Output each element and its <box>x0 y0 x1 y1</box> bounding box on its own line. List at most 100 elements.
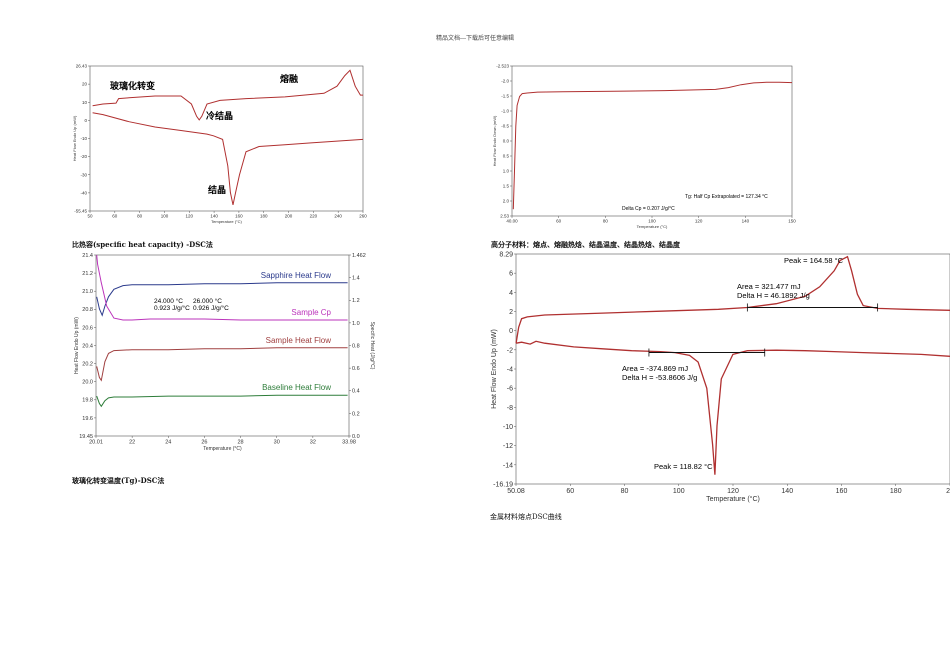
y-tick-label: -1.0 <box>501 109 509 114</box>
series-line <box>92 112 364 206</box>
y2-tick-label: 1.4 <box>352 276 360 282</box>
y2-tick-label: 1.0 <box>352 321 360 327</box>
x-tick-label: 240 <box>334 214 342 219</box>
x-tick-label: 140 <box>210 214 218 219</box>
annotation-temp-24: 24.000 °C <box>154 297 183 305</box>
y2-tick-label: 0.8 <box>352 343 360 349</box>
annotation-cp-24: 0.923 J/g/°C <box>154 304 190 312</box>
x-tick-label: 24 <box>165 440 171 446</box>
series-label: Sapphire Heat Flow <box>261 271 331 280</box>
series-line <box>512 81 793 210</box>
y-tick-label: 20.6 <box>82 325 93 331</box>
y-tick-label: -6 <box>507 386 513 393</box>
y-tick-label: 2 <box>509 309 513 316</box>
x-axis-label: Temperature (°C) <box>706 495 760 503</box>
y-tick-label: 2.0 <box>503 199 510 204</box>
x-tick-label: 160 <box>235 214 243 219</box>
x-tick-label: 80 <box>137 214 143 219</box>
y-tick-label: 8.29 <box>499 251 513 258</box>
x-tick-label: 120 <box>695 219 703 224</box>
x-tick-label: 50 <box>87 214 93 219</box>
x-tick-label: 32 <box>310 440 316 446</box>
x-tick-label: 40.00 <box>506 219 518 224</box>
y-tick-label: 20.8 <box>82 307 93 313</box>
x-tick-label: 60 <box>556 219 562 224</box>
y-tick-label: -10 <box>503 424 513 431</box>
caption-metal: 金属材料熔点DSC曲线 <box>490 513 562 521</box>
annotation-cp-26: 0.926 J/g/°C <box>193 304 229 312</box>
y-tick-label: -30 <box>80 172 87 177</box>
y-tick-label: 1.0 <box>503 169 510 174</box>
x-tick-label: 150 <box>788 219 796 224</box>
annotation-melting: 熔融 <box>280 73 298 84</box>
caption-glass-transition: 玻璃化转变温度(Tg)-DSC法 <box>72 476 165 485</box>
y2-tick-label: 0.2 <box>352 411 360 417</box>
annotation-area-cryst: Area = -374.869 mJ <box>622 364 688 373</box>
page-header: 精品文档---下载后可任意编辑 <box>435 35 515 42</box>
y2-axis-label: Specific Heat (J/g/°C) <box>369 322 375 370</box>
x-tick-label: 180 <box>890 488 902 495</box>
annotation-temp-26: 26.000 °C <box>193 297 222 305</box>
y-tick-label: -8 <box>507 405 513 412</box>
y-tick-label: 0 <box>509 328 513 335</box>
y-tick-label: -12 <box>503 443 513 450</box>
y-tick-label: -2.0 <box>501 79 509 84</box>
y-tick-label: -4 <box>507 366 513 373</box>
annotation-delta-cp: Delta Cp = 0.207 J/g/°C <box>622 206 675 212</box>
y-tick-label: 4 <box>509 290 513 297</box>
x-tick-label: 220 <box>310 214 318 219</box>
annotation-deltah-melt: Delta H = 46.1892 J/g <box>737 291 810 300</box>
y-tick-label: -16.19 <box>493 481 513 488</box>
y-tick-label: -10 <box>80 136 87 141</box>
x-tick-label: 120 <box>186 214 194 219</box>
y-tick-label: -2.523 <box>496 64 509 69</box>
x-tick-label: 120 <box>727 488 739 495</box>
y-tick-label: 19.45 <box>79 434 93 440</box>
y-axis-label: Heat Flow Endo Up (mW) <box>491 329 498 409</box>
x-tick-label: 80 <box>621 488 629 495</box>
metal-dsc-chart: 50.086080100120140160180208.296420-2-4-6… <box>491 251 950 503</box>
y-tick-label: 6 <box>509 271 513 278</box>
series-line <box>96 282 348 317</box>
y2-tick-label: 0.4 <box>352 389 360 395</box>
x-tick-label: 260 <box>359 214 367 219</box>
y-tick-label: 0.0 <box>503 139 510 144</box>
series-line <box>96 394 348 408</box>
x-tick-label: 20.01 <box>89 440 103 446</box>
series-label: Sample Cp <box>291 308 331 317</box>
y-tick-label: 19.6 <box>82 416 93 422</box>
y-tick-label: 21.4 <box>82 253 93 259</box>
x-tick-label: 140 <box>742 219 750 224</box>
series-label: Baseline Heat Flow <box>262 383 331 392</box>
y-tick-label: 0 <box>84 118 87 123</box>
caption-specific-heat: 比热容(specific heat capacity) -DSC法 <box>72 240 213 249</box>
x-tick-label: 50.08 <box>507 488 525 495</box>
x-tick-label: 140 <box>781 488 793 495</box>
x-tick-label: 100 <box>161 214 169 219</box>
annotation-deltah-cryst: Delta H = -53.8606 J/g <box>622 373 697 382</box>
annotation-crystallization: 结晶 <box>208 184 226 195</box>
annotation-peak-melt: Peak = 164.58 °C <box>784 256 844 265</box>
y-axis-label: Heat Flow Endo Down (mW) <box>492 115 497 166</box>
x-axis-label: Temperature (°C) <box>211 219 242 224</box>
series-line <box>515 255 950 344</box>
x-tick-label: 80 <box>603 219 609 224</box>
plot-area <box>95 254 350 437</box>
specific-heat-chart: 20.01 22 24 26 28 30 32 33.98 21.4 21.2 21.0 20.8 20… <box>74 253 375 452</box>
caption-polymer: 高分子材料：熔点、熔融热焓、结晶温度、结晶热焓、结晶度 <box>491 240 680 249</box>
polymer-dsc-chart: 50 60 80 100 120 140 160 180 200 220 240 26026.4320… <box>72 64 367 224</box>
y-tick-label: -0.5 <box>501 124 509 129</box>
x-tick-label: 22 <box>129 440 135 446</box>
x-tick-label: 60 <box>566 488 574 495</box>
series-line <box>96 347 348 382</box>
y-tick-label: -40 <box>80 190 87 195</box>
y2-tick-label: 0.6 <box>352 366 360 372</box>
x-tick-label: 26 <box>201 440 207 446</box>
y-tick-label: 20 <box>82 82 88 87</box>
y-tick-label: 2.53 <box>500 214 509 219</box>
x-tick-label: 60 <box>112 214 118 219</box>
y-axis-label: Heat Flow Endo Up (mW) <box>72 115 77 161</box>
y2-tick-label: 1.462 <box>352 253 366 259</box>
x-tick-label: 33.98 <box>342 440 356 446</box>
x-tick-label: 28 <box>238 440 244 446</box>
